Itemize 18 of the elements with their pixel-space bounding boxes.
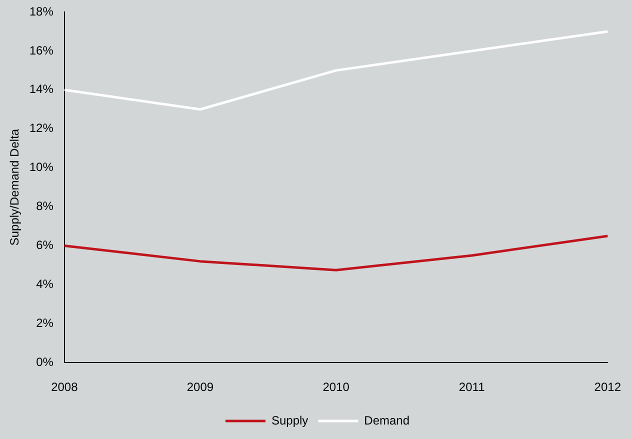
y-tick-label: 14% [29,82,54,96]
y-tick-label: 10% [29,160,54,174]
legend-label: Demand [364,413,410,428]
y-tick-label: 8% [36,199,54,214]
y-tick-label: 4% [36,277,54,291]
x-tick-label: 2011 [458,380,486,394]
y-tick-label: 0% [36,354,54,369]
y-axis-title: Supply/Demand Delta [8,128,22,246]
y-tick-label: 6% [36,238,54,252]
legend-label: Supply [271,413,308,428]
y-tick-label: 18% [29,4,54,18]
y-tick-label: 16% [29,43,54,58]
y-tick-label: 2% [36,316,54,330]
x-tick-label: 2010 [322,380,350,394]
y-tick-label: 12% [29,121,54,136]
x-tick-label: 2009 [186,380,214,394]
x-tick-label: 2008 [51,380,78,394]
x-tick-label: 2012 [594,380,622,394]
